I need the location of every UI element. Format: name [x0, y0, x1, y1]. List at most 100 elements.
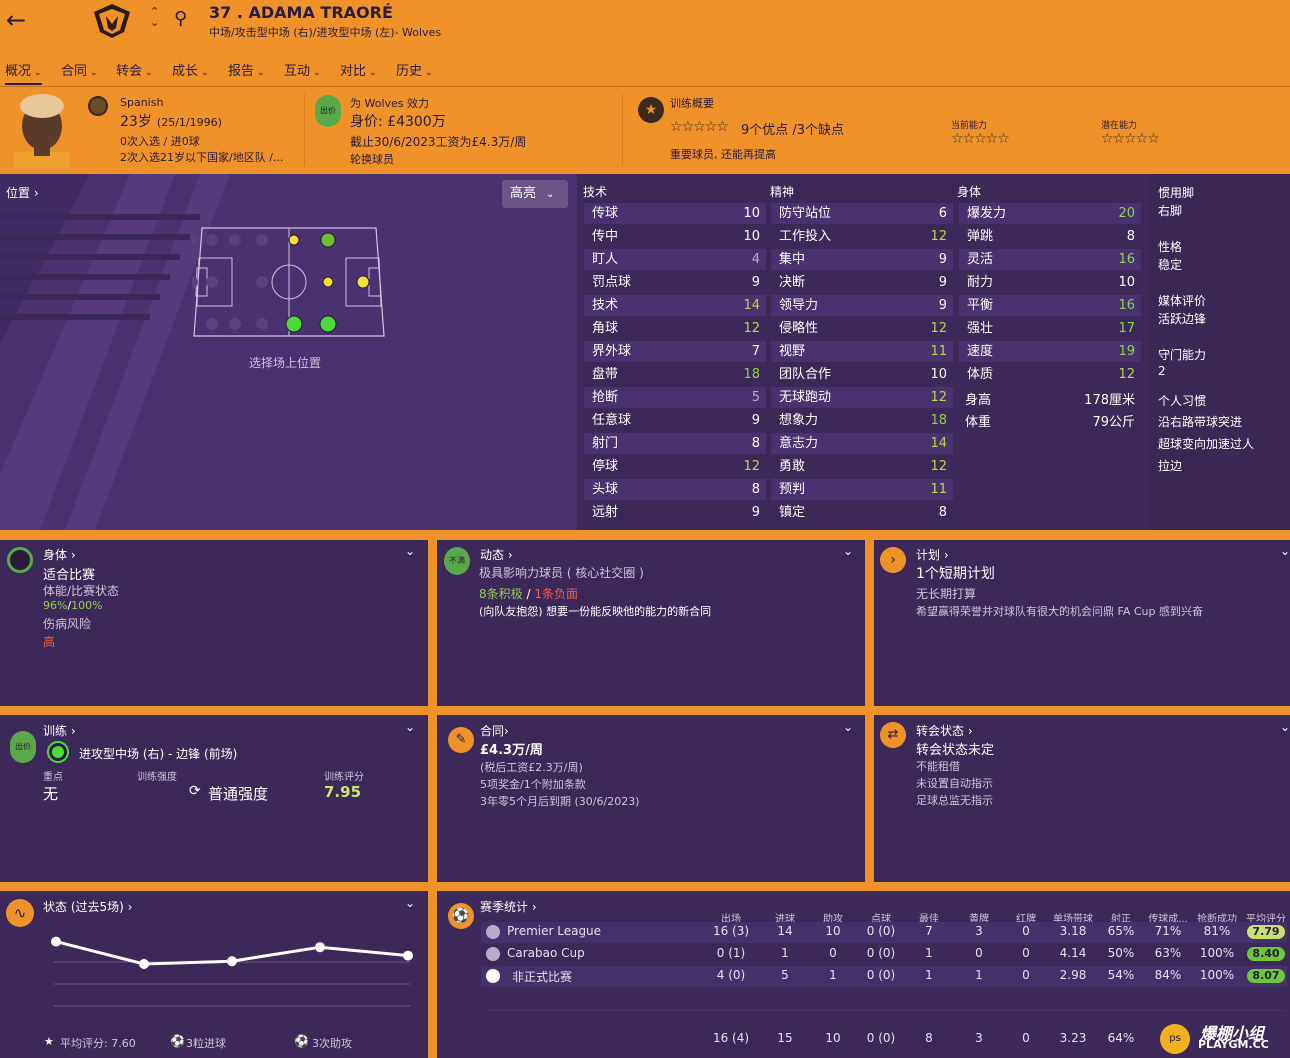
media-label: 媒体评价 [1158, 294, 1207, 308]
form-point[interactable] [315, 942, 325, 953]
attribute-name: 强壮 [967, 321, 994, 336]
up-down-icon[interactable]: ⌃ ⌄ [150, 5, 160, 29]
attribute-name: 盯人 [592, 252, 619, 267]
attribute-name: 角球 [592, 321, 619, 336]
tab-history[interactable]: 历史 ⌄ [396, 64, 433, 79]
total-cell: 10 [825, 1031, 841, 1045]
positive-count: 8条积极 [479, 587, 523, 601]
physical-header: 身体 [957, 185, 982, 199]
attribute-value: 9 [938, 252, 947, 267]
stat-cell: 63% [1154, 946, 1182, 960]
ball-icon: ⚽ [170, 1034, 185, 1048]
tab-overview[interactable]: 概况 ⌄ [5, 60, 42, 85]
player-title: 37 . ADAMA TRAORÉ [209, 3, 393, 22]
competition-name[interactable]: Carabao Cup [507, 946, 585, 960]
attribute-row: 防守站位 6 [771, 203, 953, 224]
column-header: 红牌 [1016, 914, 1036, 925]
pitch[interactable] [186, 226, 386, 338]
attribute-value: 8 [751, 436, 760, 451]
foot-value: 右脚 [1158, 204, 1183, 218]
expand-icon[interactable]: ⌄ [405, 720, 416, 734]
tab-reports[interactable]: 报告 ⌄ [228, 64, 265, 79]
search-icon[interactable]: ⚲ [174, 8, 188, 29]
attribute-value: 8 [1126, 229, 1135, 244]
attribute-row: 集中 9 [771, 249, 953, 270]
plan-title[interactable]: 计划 › [916, 548, 949, 562]
stat-cell: 100% [1199, 946, 1235, 960]
body-title[interactable]: 身体 › [43, 548, 76, 562]
transfer-arrows-icon: ⇄ [880, 722, 906, 748]
attribute-row: 技术 14 [584, 295, 766, 316]
personality-value: 稳定 [1158, 258, 1183, 272]
rating-badge: 7.79 [1247, 925, 1285, 939]
transfer-director: 足球总监无指示 [916, 794, 993, 807]
transfer-title[interactable]: 转会状态 › [916, 724, 973, 738]
rating-badge: 8.07 [1247, 969, 1285, 983]
attribute-row: 灵活 16 [959, 249, 1141, 270]
stat-cell: 0 [829, 946, 837, 960]
attribute-value: 12 [930, 321, 947, 336]
expand-icon[interactable]: ⌄ [405, 896, 416, 910]
contract-card [437, 715, 865, 882]
attribute-value: 12 [1118, 367, 1135, 382]
table-row[interactable] [481, 944, 1287, 965]
table-row[interactable] [481, 922, 1287, 943]
position-label[interactable]: 位置 › [6, 186, 39, 200]
form-point[interactable] [227, 956, 237, 967]
season-title[interactable]: 赛季统计 › [480, 900, 537, 914]
nationality: Spanish [120, 96, 164, 109]
attribute-name: 传中 [592, 229, 619, 244]
expand-icon[interactable]: ⌄ [843, 720, 854, 734]
watermark: ps 爆棚小组 PLAYGM.CC [1160, 1020, 1288, 1056]
focus-label: 重点 [43, 772, 63, 783]
injury-risk-value: 高 [43, 635, 56, 649]
height-row: 身高 178厘米 [965, 393, 1135, 408]
dynamics-note: (向队友抱怨) 想要一份能反映他的能力的新合同 [479, 605, 712, 618]
back-icon[interactable]: ← [6, 6, 27, 34]
column-header: 助攻 [823, 914, 843, 925]
competition-name[interactable]: Premier League [507, 924, 602, 938]
attribute-row: 盘带 18 [584, 364, 766, 385]
attribute-row: 无球跑动 12 [771, 387, 953, 408]
unhappy-badge-icon: 不满 [444, 547, 470, 575]
negative-count: 1条负面 [534, 587, 578, 601]
expand-icon[interactable]: ⌄ [1280, 544, 1290, 558]
tab-contract[interactable]: 合同 ⌄ [61, 64, 98, 79]
attribute-name: 停球 [592, 459, 619, 474]
tab-interaction[interactable]: 互动 ⌄ [284, 64, 321, 79]
form-point[interactable] [139, 959, 149, 969]
expand-icon[interactable]: ⌄ [843, 544, 854, 558]
friendly-icon [486, 969, 500, 983]
expand-icon[interactable]: ⌄ [1280, 720, 1290, 734]
training-title[interactable]: 训练 › [43, 724, 76, 738]
dynamics-title[interactable]: 动态 › [480, 548, 513, 562]
tab-development[interactable]: 成长 ⌄ [172, 64, 209, 79]
highlight-dropdown[interactable]: 高亮 ⌄ [502, 180, 568, 208]
gk-label: 守门能力 [1158, 348, 1207, 362]
stat-cell: 3 [975, 924, 983, 938]
training-note: 重要球员, 还能再提高 [670, 148, 776, 161]
ball-icon: ⚽ [448, 903, 474, 929]
attribute-value: 10 [930, 367, 947, 382]
expand-icon[interactable]: ⌄ [405, 544, 416, 558]
caps: 0次入选 / 进0球 [120, 135, 200, 148]
body-status: 适合比赛 [43, 568, 96, 583]
form-point[interactable] [51, 936, 61, 947]
attribute-value: 10 [743, 206, 760, 221]
contract-title[interactable]: 合同› [480, 724, 509, 738]
tab-transfer[interactable]: 转会 ⌄ [116, 64, 153, 79]
attribute-value: 10 [1118, 275, 1135, 290]
total-cell: 64% [1107, 1031, 1135, 1045]
stat-cell: 1 [925, 968, 933, 982]
body-card [0, 540, 428, 706]
competition-name[interactable]: 非正式比赛 [512, 970, 573, 984]
form-title[interactable]: 状态 (过去5场) › [43, 900, 133, 914]
assist-icon: ⚽ [294, 1034, 309, 1048]
attribute-row: 速度 19 [959, 341, 1141, 362]
plan-note: 希望赢得荣誉并对球队有很大的机会问鼎 FA Cup 感到兴奋 [916, 605, 1203, 618]
table-row[interactable] [481, 966, 1287, 987]
tab-compare[interactable]: 对比 ⌄ [340, 64, 377, 79]
form-point[interactable] [403, 950, 413, 961]
attribute-name: 射门 [592, 436, 619, 451]
foot-label: 惯用脚 [1158, 186, 1195, 200]
